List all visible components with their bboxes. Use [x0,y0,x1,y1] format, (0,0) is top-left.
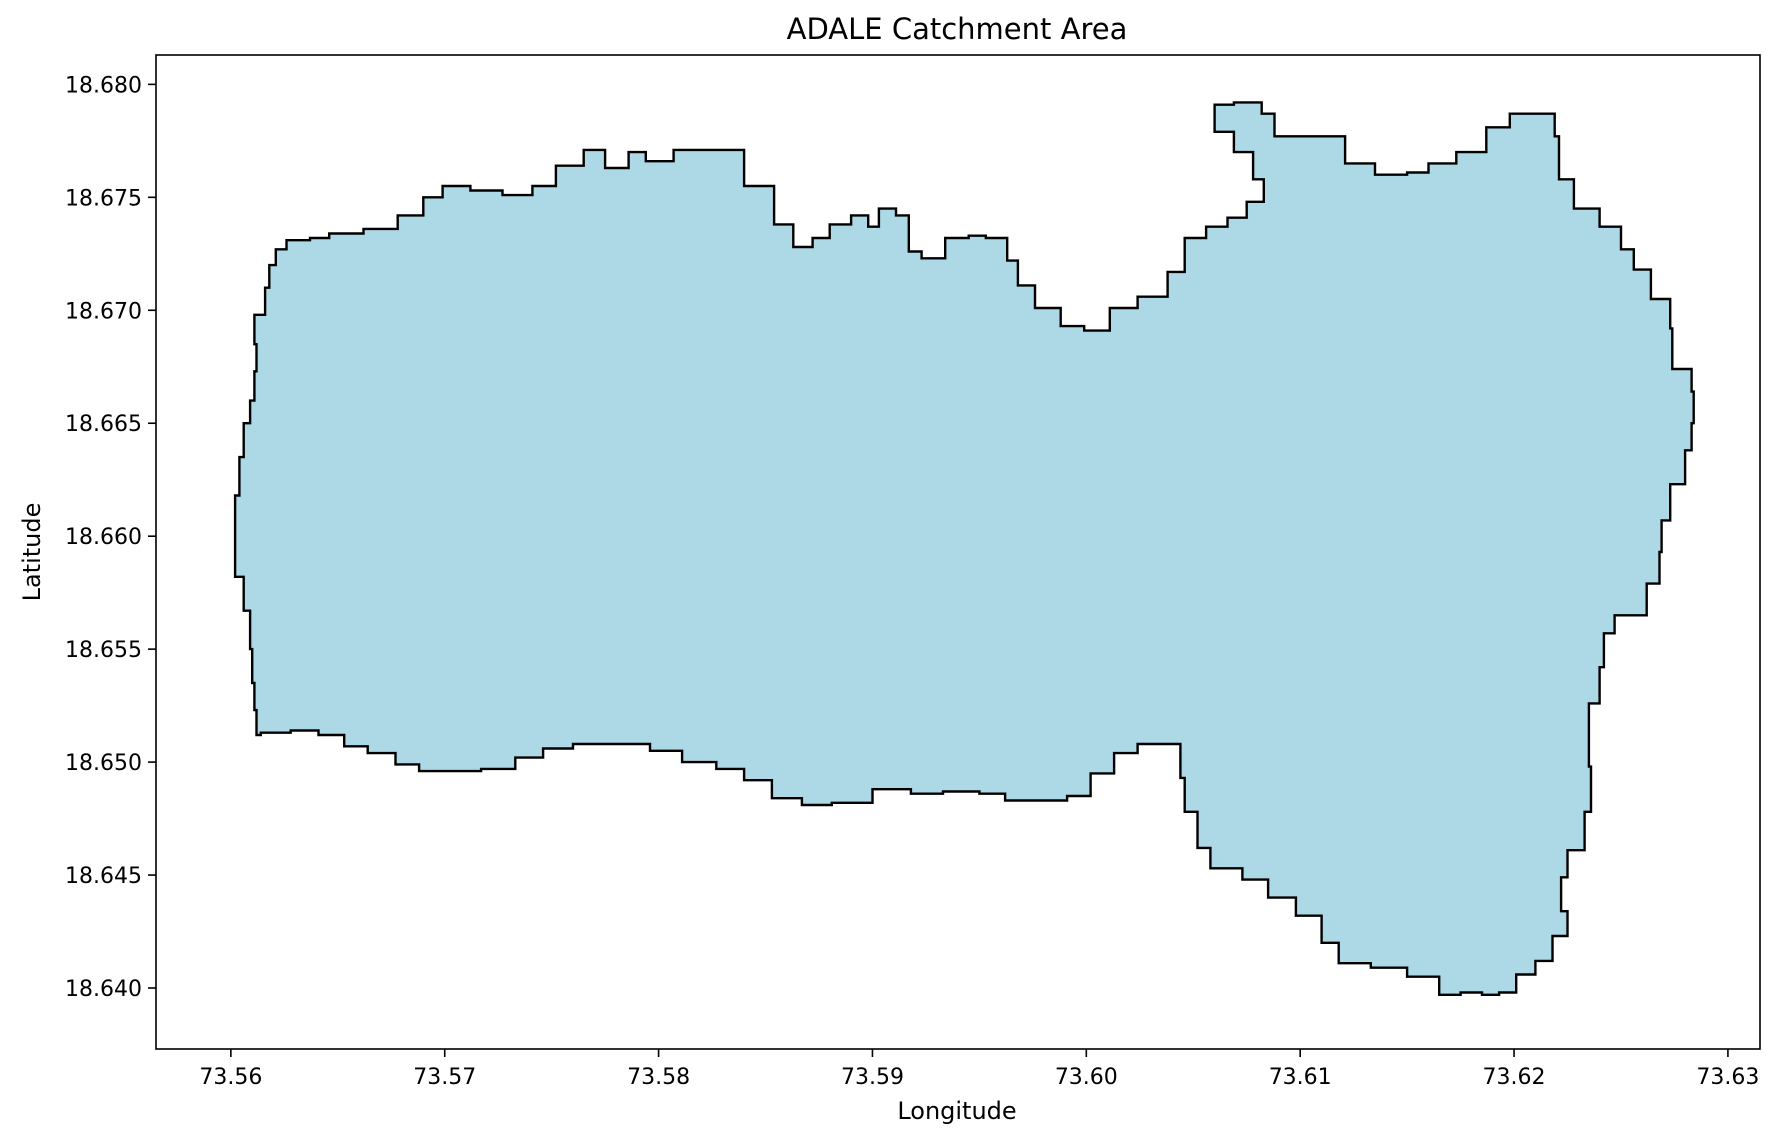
y-tick-label: 18.660 [65,525,142,550]
x-tick-label: 73.59 [841,1065,904,1090]
y-tick-label: 18.675 [65,186,142,211]
plot-area [155,54,1761,1050]
y-tick-label: 18.665 [65,412,142,437]
x-tick-label: 73.57 [413,1065,476,1090]
y-tick-label: 18.650 [65,751,142,776]
y-tick-label: 18.645 [65,864,142,889]
x-tick-label: 73.62 [1483,1065,1546,1090]
catchment-boundary-polygon [233,101,1695,996]
x-axis-label: Longitude [897,1097,1016,1125]
y-tick-label: 18.640 [65,977,142,1002]
plot-frame [155,54,1761,1050]
y-tick-label: 18.680 [65,73,142,98]
y-tick-label: 18.670 [65,299,142,324]
x-tick-label: 73.58 [627,1065,690,1090]
y-tick-label: 18.655 [65,638,142,663]
x-tick-label: 73.56 [199,1065,262,1090]
map-title: ADALE Catchment Area [787,12,1128,46]
x-tick-label: 73.61 [1269,1065,1332,1090]
y-axis-label: Latitude [18,503,46,602]
x-axis-ticks: 73.56 73.57 73.58 73.59 73.60 73.61 73.62 73.63 [199,1049,1759,1090]
y-axis-ticks: 18.640 18.645 18.650 18.655 18.660 18.665 18.6… [65,73,156,1002]
x-tick-label: 73.60 [1055,1065,1118,1090]
x-tick-label: 73.63 [1696,1065,1759,1090]
